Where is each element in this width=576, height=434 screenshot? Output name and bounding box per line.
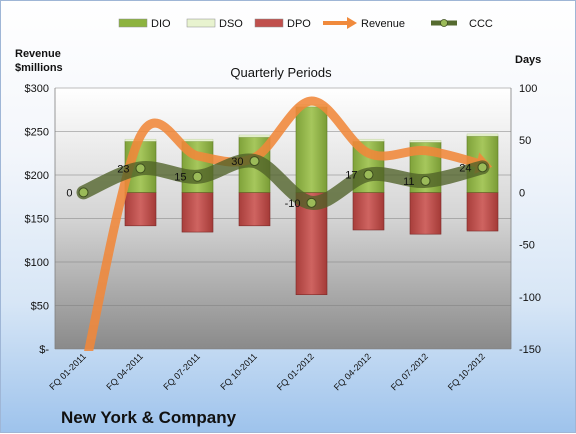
category-label: FQ 01-2011 (47, 351, 88, 392)
left-tick-label: $50 (31, 301, 49, 313)
dso-bar (466, 133, 499, 137)
legend-swatch-dso (186, 18, 216, 28)
ccc-data-label: 24 (459, 162, 471, 174)
category-label: FQ 04-2011 (104, 351, 145, 392)
legend-marker-icon (440, 19, 448, 27)
ccc-marker (477, 162, 488, 173)
legend-label: DSO (219, 18, 243, 30)
ccc-marker (249, 156, 260, 167)
left-tick-label: $200 (25, 170, 49, 182)
dso-bar (181, 138, 214, 142)
dso-bar (409, 139, 442, 143)
left-tick-label: $150 (25, 214, 49, 226)
dpo-bar (409, 192, 442, 235)
category-label: FQ 10-2011 (218, 351, 259, 392)
dio-bar (295, 106, 328, 193)
ccc-marker (306, 197, 317, 208)
ccc-marker (420, 175, 431, 186)
left-tick-label: $- (39, 344, 49, 356)
ccc-data-label: 30 (231, 156, 243, 168)
dpo-bar (124, 192, 157, 227)
legend-label: Revenue (361, 18, 405, 30)
category-label: FQ 10-2012 (446, 351, 487, 392)
left-tick-label: $100 (25, 257, 49, 269)
ccc-data-label: 0 (66, 187, 72, 199)
ccc-line (76, 153, 490, 210)
right-tick-label: -100 (519, 292, 541, 304)
dpo-bar (352, 192, 385, 231)
ccc-marker (135, 163, 146, 174)
right-tick-label: -50 (519, 240, 535, 252)
legend-label: DIO (151, 18, 171, 30)
category-label: FQ 01-2012 (275, 351, 316, 392)
ccc-marker (363, 169, 374, 180)
category-label: FQ 04-2012 (332, 351, 373, 392)
right-tick-label: 50 (519, 135, 531, 147)
left-tick-label: $250 (25, 127, 49, 139)
left-tick-label: $300 (25, 83, 49, 95)
category-label: FQ 07-2011 (161, 351, 202, 392)
dpo-bar (466, 192, 499, 232)
legend-label: CCC (469, 18, 493, 30)
category-label: FQ 07-2012 (389, 351, 430, 392)
chart-title: Quarterly Periods (230, 65, 332, 80)
company-name: New York & Company (61, 408, 237, 427)
ccc-data-label: -10 (285, 198, 301, 210)
right-tick-label: 0 (519, 187, 525, 199)
ccc-marker (192, 171, 203, 182)
right-tick-label: -150 (519, 344, 541, 356)
lines-layer: 0 23 15 30 -10 17 11 24 (66, 96, 493, 351)
dpo-bar (181, 192, 214, 233)
legend-label: DPO (287, 18, 311, 30)
legend-arrow-icon (347, 17, 357, 29)
left-axis-title-line2: $millions (15, 62, 63, 74)
ccc-marker (78, 187, 89, 198)
right-tick-label: 100 (519, 83, 537, 95)
dpo-bar (238, 192, 271, 227)
dso-bar (238, 134, 271, 138)
legend-swatch-dio (118, 18, 148, 28)
legend-swatch-dpo (254, 18, 284, 28)
legend: DIO DSO DPO Revenue CCC (118, 17, 493, 30)
right-axis-title: Days (515, 54, 541, 66)
ccc-data-label: 23 (117, 163, 129, 175)
ccc-data-label: 17 (345, 170, 357, 182)
bars-layer (124, 104, 499, 296)
ccc-data-label: 15 (174, 172, 186, 184)
ccc-data-label: 11 (403, 176, 414, 188)
left-axis-title-line1: Revenue (15, 48, 61, 60)
